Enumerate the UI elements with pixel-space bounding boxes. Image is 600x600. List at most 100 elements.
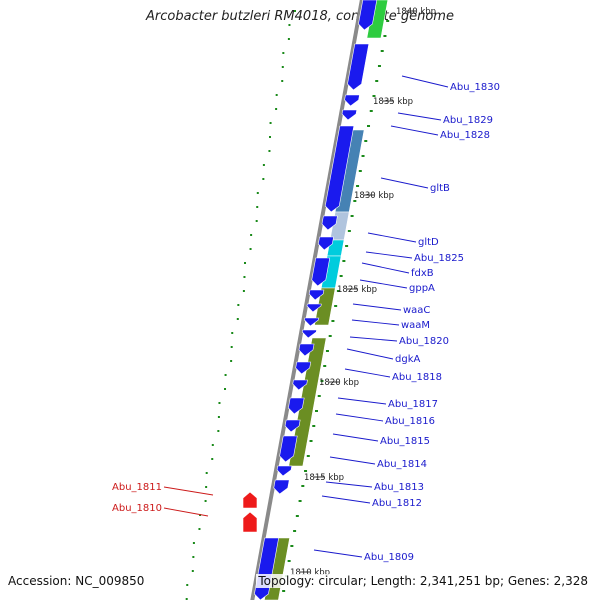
genome-backbone xyxy=(250,0,364,600)
gc-content-mark xyxy=(380,50,384,52)
gc-skew-mark xyxy=(287,38,290,40)
gc-skew-mark xyxy=(185,598,188,600)
gc-content-mark xyxy=(304,470,308,472)
cds-forward-arrow[interactable] xyxy=(292,379,308,391)
gene-leader-line xyxy=(329,456,376,465)
gc-content-mark xyxy=(364,140,368,142)
gene-label-abu_1830[interactable]: Abu_1830 xyxy=(450,82,500,93)
cds-forward-arrow[interactable] xyxy=(317,236,334,251)
gene-label-abu_1812[interactable]: Abu_1812 xyxy=(372,498,422,509)
gc-skew-mark xyxy=(250,234,253,236)
gc-skew-mark xyxy=(191,570,194,572)
gc-skew-mark xyxy=(204,500,207,502)
gc-skew-mark xyxy=(237,304,240,306)
cds-forward-arrow[interactable] xyxy=(288,397,305,415)
gc-skew-mark xyxy=(230,360,233,362)
cds-forward-arrow[interactable] xyxy=(321,215,338,231)
gene-label-gltd[interactable]: gltD xyxy=(418,237,439,248)
gene-label-abu_1814[interactable]: Abu_1814 xyxy=(377,459,427,470)
gene-label-gppa[interactable]: gppA xyxy=(409,283,435,294)
gene-label-abu_1815[interactable]: Abu_1815 xyxy=(380,436,430,447)
gene-label-waac[interactable]: waaC xyxy=(403,305,430,316)
gene-label-abu_1816[interactable]: Abu_1816 xyxy=(385,416,435,427)
cds-forward-arrow[interactable] xyxy=(276,465,293,477)
cds-forward-arrow[interactable] xyxy=(295,361,312,375)
gc-content-mark xyxy=(282,590,286,592)
gene-label-gltb[interactable]: gltB xyxy=(430,183,450,194)
cds-forward-arrow[interactable] xyxy=(341,109,358,121)
cds-forward-arrow[interactable] xyxy=(324,125,355,213)
cds-forward-arrow[interactable] xyxy=(304,317,320,327)
gene-leader-line xyxy=(163,507,209,517)
gene-label-abu_1810[interactable]: Abu_1810 xyxy=(112,503,162,514)
gc-skew-mark xyxy=(211,444,214,446)
gc-content-mark xyxy=(386,20,390,22)
gene-label-abu_1809[interactable]: Abu_1809 xyxy=(364,552,414,563)
kbp-ticks: 1840 kbp 1835 kbp 1830 kbp 1825 kbp 1820 kbp… xyxy=(290,7,436,578)
gc-skew-mark xyxy=(281,66,284,68)
gene-labels: Abu_1830 Abu_1829 Abu_1828 gltB gltD Abu_1825… xyxy=(112,75,500,563)
gc-skew-mark xyxy=(205,486,208,488)
cog-track xyxy=(264,0,389,600)
gc-content-mark xyxy=(295,515,299,517)
cds-forward-arrow[interactable] xyxy=(301,329,317,339)
gc-skew-mark xyxy=(262,164,265,166)
gc-skew-mark xyxy=(224,374,227,376)
gene-leader-line xyxy=(352,303,402,311)
gc-content-mark xyxy=(328,335,332,337)
gene-label-fdxb[interactable]: fdxB xyxy=(411,268,434,279)
gc-skew-mark xyxy=(288,24,291,26)
gc-skew-mark xyxy=(217,416,220,418)
gene-leader-line xyxy=(401,75,449,88)
gene-leader-line xyxy=(313,549,363,558)
gc-skew-mark xyxy=(262,178,265,180)
gene-label-abu_1829[interactable]: Abu_1829 xyxy=(443,115,493,126)
gc-skew-mark xyxy=(236,318,239,320)
cds-forward-arrow[interactable] xyxy=(308,289,325,301)
gene-leader-line xyxy=(359,279,408,289)
cds-forward-arrow[interactable] xyxy=(273,479,290,495)
gene-label-abu_1825[interactable]: Abu_1825 xyxy=(414,253,464,264)
gene-label-abu_1811[interactable]: Abu_1811 xyxy=(112,482,162,493)
cds-forward-arrow[interactable] xyxy=(284,419,301,433)
gc-skew-mark xyxy=(242,290,245,292)
gc-skew-mark xyxy=(275,108,278,110)
kbp-tick-label: 1840 kbp xyxy=(396,7,436,17)
gene-leader-line xyxy=(361,262,410,274)
gene-leader-line xyxy=(367,232,417,243)
gene-leader-line xyxy=(325,481,373,488)
gc-content-mark xyxy=(356,185,360,187)
kbp-tick-label: 1820 kbp xyxy=(319,378,359,388)
gene-label-waam[interactable]: waaM xyxy=(401,320,430,331)
gene-label-abu_1813[interactable]: Abu_1813 xyxy=(374,482,424,493)
cds-reverse-arrow[interactable] xyxy=(242,511,258,533)
gene-label-abu_1828[interactable]: Abu_1828 xyxy=(440,130,490,141)
gc-content-mark xyxy=(375,80,379,82)
cds-forward-arrow[interactable] xyxy=(306,303,322,313)
backbone-track xyxy=(250,0,364,600)
gene-label-abu_1818[interactable]: Abu_1818 xyxy=(392,372,442,383)
accession-label: Accession: NC_009850 xyxy=(8,574,145,588)
gc-content-mark xyxy=(345,245,349,247)
gc-content-mark xyxy=(320,380,324,382)
cds-reverse-arrow[interactable] xyxy=(242,491,258,509)
cds-track xyxy=(242,0,378,600)
kbp-tick-label: 1810 kbp xyxy=(290,568,330,578)
gc-content-mark xyxy=(377,65,381,67)
gc-skew-mark xyxy=(186,584,189,586)
cds-forward-arrow[interactable] xyxy=(298,343,315,357)
cds-forward-arrow[interactable] xyxy=(347,43,370,91)
gc-skew-mark xyxy=(230,346,233,348)
gene-leader-line xyxy=(380,177,429,189)
genome-summary: Topology: circular; Length: 2,341,251 bp… xyxy=(256,574,590,588)
cds-forward-arrow[interactable] xyxy=(344,94,360,107)
gene-label-abu_1817[interactable]: Abu_1817 xyxy=(388,399,438,410)
gene-label-dgka[interactable]: dgkA xyxy=(395,354,420,365)
gene-label-abu_1820[interactable]: Abu_1820 xyxy=(399,336,449,347)
cds-forward-arrow[interactable] xyxy=(311,257,331,287)
cds-forward-arrow[interactable] xyxy=(279,435,298,463)
gc-content-mark xyxy=(298,500,302,502)
gc-skew-mark xyxy=(211,458,214,460)
cds-forward-arrow[interactable] xyxy=(358,0,378,31)
gc-content-mark xyxy=(287,560,291,562)
